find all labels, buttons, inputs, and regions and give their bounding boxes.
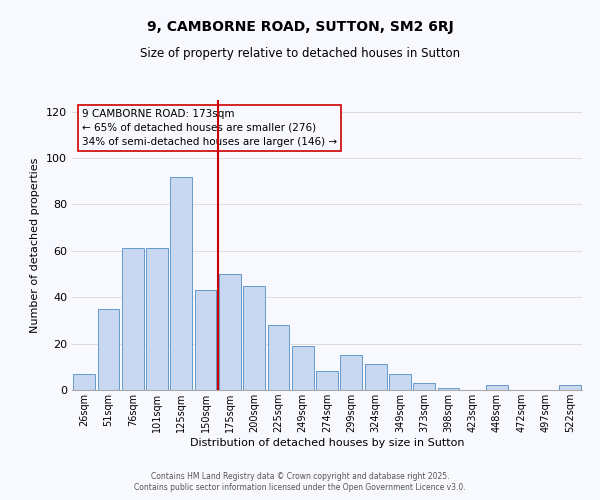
Bar bbox=[437, 388, 460, 390]
Bar bbox=[243, 286, 265, 390]
Bar bbox=[316, 372, 338, 390]
X-axis label: Distribution of detached houses by size in Sutton: Distribution of detached houses by size … bbox=[190, 438, 464, 448]
Bar bbox=[146, 248, 168, 390]
Y-axis label: Number of detached properties: Number of detached properties bbox=[31, 158, 40, 332]
Text: Size of property relative to detached houses in Sutton: Size of property relative to detached ho… bbox=[140, 48, 460, 60]
Bar bbox=[122, 248, 143, 390]
Bar bbox=[340, 355, 362, 390]
Bar bbox=[486, 386, 508, 390]
Bar bbox=[268, 325, 289, 390]
Bar bbox=[292, 346, 314, 390]
Bar bbox=[97, 309, 119, 390]
Bar bbox=[170, 176, 192, 390]
Bar bbox=[194, 290, 217, 390]
Text: Contains public sector information licensed under the Open Government Licence v3: Contains public sector information licen… bbox=[134, 484, 466, 492]
Bar bbox=[559, 386, 581, 390]
Bar bbox=[73, 374, 95, 390]
Text: 9 CAMBORNE ROAD: 173sqm
← 65% of detached houses are smaller (276)
34% of semi-d: 9 CAMBORNE ROAD: 173sqm ← 65% of detache… bbox=[82, 108, 337, 146]
Bar bbox=[365, 364, 386, 390]
Bar bbox=[413, 383, 435, 390]
Text: 9, CAMBORNE ROAD, SUTTON, SM2 6RJ: 9, CAMBORNE ROAD, SUTTON, SM2 6RJ bbox=[146, 20, 454, 34]
Text: Contains HM Land Registry data © Crown copyright and database right 2025.: Contains HM Land Registry data © Crown c… bbox=[151, 472, 449, 481]
Bar bbox=[219, 274, 241, 390]
Bar bbox=[389, 374, 411, 390]
